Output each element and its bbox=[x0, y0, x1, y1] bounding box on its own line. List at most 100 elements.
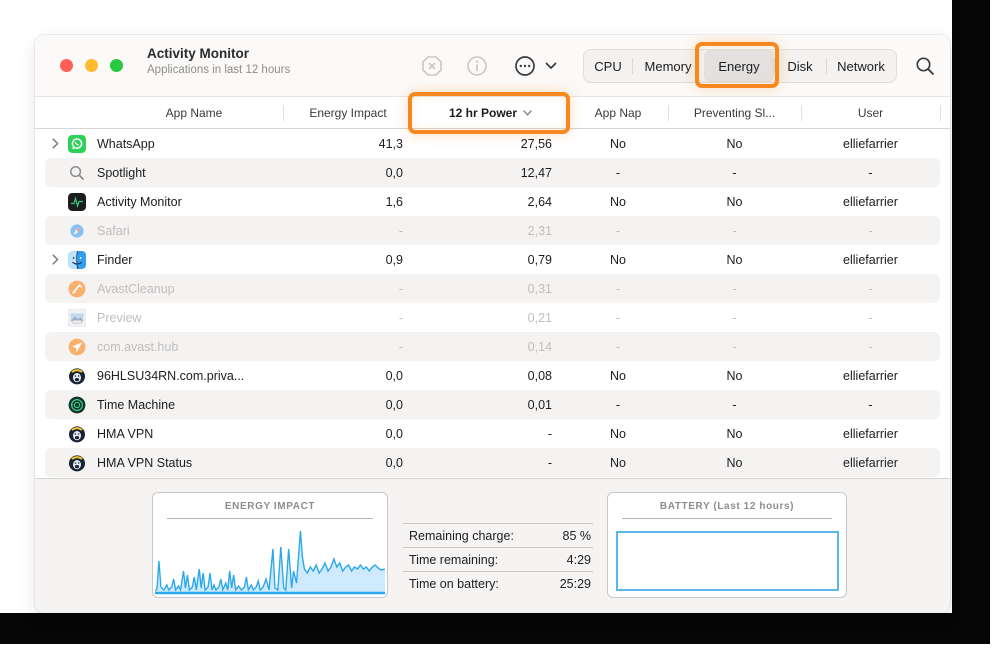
tab-cpu[interactable]: CPU bbox=[594, 58, 622, 74]
column-separator bbox=[940, 105, 941, 121]
preventing-sleep-cell: No bbox=[726, 368, 743, 383]
battery-panel-title: BATTERY (Last 12 hours) bbox=[659, 501, 795, 512]
finder-app-icon bbox=[65, 250, 89, 269]
table-row[interactable]: com.avast.hub - 0,14 - - - bbox=[35, 332, 950, 361]
disclosure-chevron-icon[interactable] bbox=[45, 138, 65, 149]
column-header-app-nap[interactable]: App Nap bbox=[594, 105, 642, 120]
table-row[interactable]: 96HLSU34RN.com.priva... 0,0 0,08 No No ellief… bbox=[35, 361, 950, 390]
energy-impact-cell: 1,6 bbox=[385, 194, 403, 209]
stat-value: 85 % bbox=[562, 528, 592, 543]
power-12hr-cell: 0,08 bbox=[527, 368, 552, 383]
power-12hr-cell: 2,64 bbox=[527, 194, 552, 209]
disclosure-chevron-icon[interactable] bbox=[45, 254, 65, 265]
app-name-cell: 96HLSU34RN.com.priva... bbox=[97, 368, 245, 383]
footer-panel: ENERGY IMPACT Remaining charge: 85 % Tim… bbox=[35, 478, 950, 613]
column-header-app-name[interactable]: App Name bbox=[165, 105, 223, 120]
quit-process-button[interactable] bbox=[420, 54, 444, 78]
row-zebra-stripe bbox=[45, 448, 940, 477]
inspect-info-button[interactable] bbox=[465, 54, 489, 78]
preventing-sleep-cell: No bbox=[726, 136, 743, 151]
app-nap-cell: - bbox=[615, 281, 621, 296]
app-nap-cell: - bbox=[615, 339, 621, 354]
stat-label: Time on battery: bbox=[409, 577, 499, 591]
battery-stats: Remaining charge: 85 % Time remaining: 4… bbox=[403, 523, 593, 596]
table-row[interactable]: WhatsApp 41,3 27,56 No No elliefarrier bbox=[35, 129, 950, 158]
app-name-cell: Preview bbox=[97, 310, 142, 325]
spotlight-app-icon bbox=[65, 164, 89, 182]
table-row[interactable]: Time Machine 0,0 0,01 - - - bbox=[35, 390, 950, 419]
power-12hr-cell: 0,31 bbox=[527, 281, 552, 296]
column-separator bbox=[668, 105, 669, 121]
column-separator bbox=[283, 105, 284, 121]
preventing-sleep-cell: No bbox=[726, 455, 743, 470]
energy-impact-cell: 0,0 bbox=[385, 426, 403, 441]
table-row[interactable]: Finder 0,9 0,79 No No elliefarrier bbox=[35, 245, 950, 274]
whatsapp-app-icon bbox=[65, 134, 89, 153]
energy-impact-cell: - bbox=[398, 310, 403, 325]
info-icon bbox=[467, 56, 487, 76]
row-zebra-stripe bbox=[45, 216, 940, 245]
app-nap-cell: - bbox=[615, 223, 621, 238]
user-cell: - bbox=[868, 281, 873, 296]
stat-value: 25:29 bbox=[559, 577, 591, 591]
hma-app-icon bbox=[65, 425, 89, 443]
user-cell: - bbox=[868, 223, 873, 238]
user-cell: - bbox=[868, 165, 873, 180]
energy-impact-cell: - bbox=[398, 281, 403, 296]
energy-impact-cell: - bbox=[398, 339, 403, 354]
zoom-button[interactable] bbox=[110, 59, 123, 72]
panel-title-rule bbox=[622, 518, 832, 519]
power-12hr-cell: 27,56 bbox=[520, 136, 552, 151]
column-header-user[interactable]: User bbox=[857, 105, 884, 120]
table-row[interactable]: AvastCleanup - 0,31 - - - bbox=[35, 274, 950, 303]
column-header-energy-impact[interactable]: Energy Impact bbox=[309, 105, 387, 120]
tab-memory[interactable]: Memory bbox=[632, 50, 704, 82]
stat-value: 4:29 bbox=[566, 552, 591, 567]
app-name-cell: HMA VPN bbox=[97, 426, 154, 441]
energy-impact-panel: ENERGY IMPACT bbox=[152, 492, 388, 598]
more-options-button[interactable] bbox=[513, 54, 537, 78]
app-nap-cell: No bbox=[610, 194, 626, 209]
energy-impact-cell: 41,3 bbox=[378, 136, 403, 151]
sort-chevron-down-icon bbox=[523, 109, 532, 116]
search-button[interactable] bbox=[913, 54, 937, 78]
app-name-cell: WhatsApp bbox=[97, 136, 155, 151]
power-12hr-cell: 12,47 bbox=[520, 165, 552, 180]
table-row[interactable]: HMA VPN 0,0 - No No elliefarrier bbox=[35, 419, 950, 448]
octagon-x-icon bbox=[422, 56, 442, 76]
app-nap-cell: No bbox=[610, 252, 626, 267]
more-options-chevron[interactable] bbox=[539, 54, 563, 78]
power-12hr-cell: 0,21 bbox=[527, 310, 552, 325]
power-12hr-cell: 2,31 bbox=[527, 223, 552, 238]
chevron-down-icon bbox=[545, 62, 557, 70]
app-name-cell: Spotlight bbox=[97, 165, 146, 180]
table-row[interactable]: Activity Monitor 1,6 2,64 No No elliefarrier bbox=[35, 187, 950, 216]
app-nap-cell: No bbox=[610, 455, 626, 470]
minimize-button[interactable] bbox=[85, 59, 98, 72]
column-header-12hr-power[interactable]: 12 hr Power bbox=[413, 106, 568, 120]
row-zebra-stripe bbox=[45, 390, 940, 419]
user-cell: elliefarrier bbox=[843, 426, 898, 441]
title-block: Activity Monitor Applications in last 12… bbox=[147, 46, 290, 76]
app-nap-cell: - bbox=[615, 397, 621, 412]
table-row[interactable]: Safari - 2,31 - - - bbox=[35, 216, 950, 245]
tab-network[interactable]: Network bbox=[826, 50, 896, 82]
table-row[interactable]: Spotlight 0,0 12,47 - - - bbox=[35, 158, 950, 187]
table-row[interactable]: HMA VPN Status 0,0 - No No elliefarrier bbox=[35, 448, 950, 477]
app-name-cell: com.avast.hub bbox=[97, 339, 179, 354]
user-cell: elliefarrier bbox=[843, 252, 898, 267]
tab-energy[interactable]: Energy bbox=[704, 50, 774, 82]
close-button[interactable] bbox=[60, 59, 73, 72]
tab-disk[interactable]: Disk bbox=[774, 50, 826, 82]
stat-label: Time remaining: bbox=[409, 552, 499, 567]
user-cell: elliefarrier bbox=[843, 136, 898, 151]
preventing-sleep-cell: - bbox=[732, 339, 737, 354]
user-cell: elliefarrier bbox=[843, 194, 898, 209]
power-12hr-cell: 0,01 bbox=[527, 397, 552, 412]
time-machine-app-icon bbox=[65, 396, 89, 414]
app-name-cell: Safari bbox=[97, 223, 130, 238]
column-header-preventing-sleep[interactable]: Preventing Sl... bbox=[693, 105, 776, 120]
user-cell: elliefarrier bbox=[843, 368, 898, 383]
table-row[interactable]: Preview - 0,21 - - - bbox=[35, 303, 950, 332]
